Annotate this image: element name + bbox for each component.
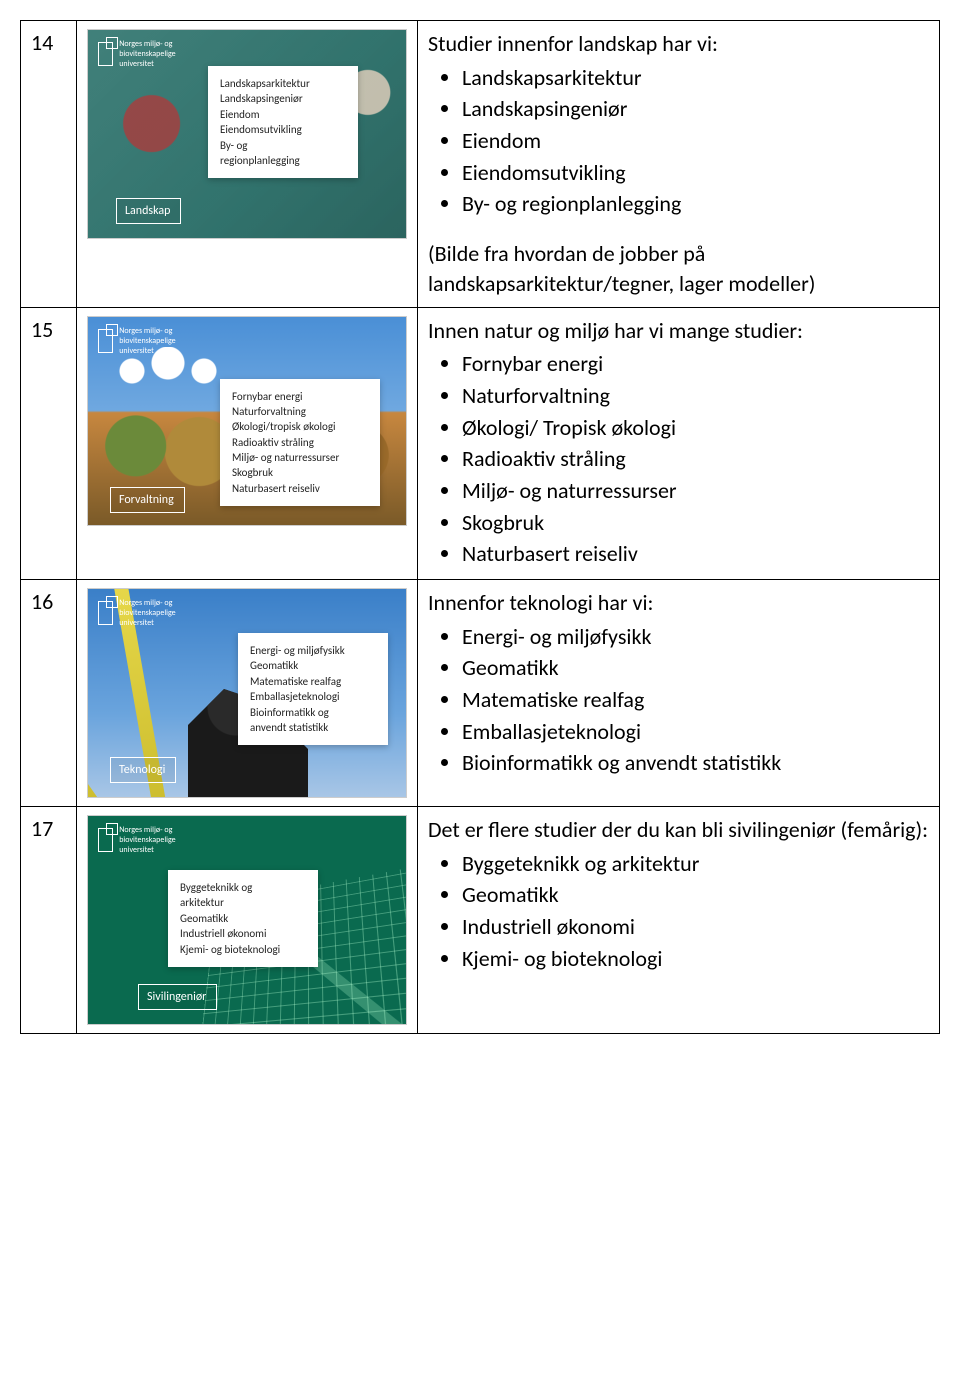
card-line: Miljø- og naturressurser [232,450,368,465]
nmbu-logo: Norges miljø- og biovitenskapelige unive… [98,826,208,854]
list-item: Eiendomsutvikling [462,158,929,188]
slide-card: Fornybar energi Naturforvaltning Økologi… [220,379,380,507]
intro-text: Studier innenfor landskap har vi: [428,29,929,59]
card-line: Geomatikk [180,911,306,926]
card-line: Økologi/tropisk økologi [232,419,368,434]
list-item: Bioinformatikk og anvendt statistikk [462,748,929,778]
card-line: Energi- og miljøfysikk [250,643,376,658]
list-item: Radioaktiv stråling [462,444,929,474]
list-item: Energi- og miljøfysikk [462,622,929,652]
description-cell: Studier innenfor landskap har vi: Landsk… [418,21,940,308]
card-line: regionplanlegging [220,153,346,168]
card-line: anvendt statistikk [250,720,376,735]
card-line: Emballasjeteknologi [250,689,376,704]
slide-tag: Forvaltning [110,487,185,513]
row-number: 17 [21,807,77,1034]
list-item: Miljø- og naturressurser [462,476,929,506]
list-item: Geomatikk [462,880,929,910]
card-line: Matematiske realfag [250,674,376,689]
card-line: Skogbruk [232,465,368,480]
card-line: Geomatikk [250,658,376,673]
card-line: Kjemi- og bioteknologi [180,942,306,957]
list-item: Fornybar energi [462,349,929,379]
table-row: 14 Norges miljø- og biovitenskapelige un… [21,21,940,308]
slide-tag: Sivilingeniør [138,984,217,1010]
intro-text: Det er flere studier der du kan bli sivi… [428,815,929,845]
list-item: Industriell økonomi [462,912,929,942]
logo-text: Norges miljø- og biovitenskapelige unive… [119,598,208,628]
card-line: Industriell økonomi [180,926,306,941]
logo-mark-icon [98,42,113,66]
nmbu-logo: Norges miljø- og biovitenskapelige unive… [98,327,208,355]
list-item: Landskapsarkitektur [462,63,929,93]
slide-thumbnail-cell: Norges miljø- og biovitenskapelige unive… [77,807,418,1034]
card-line: Landskapsarkitektur [220,76,346,91]
table-row: 16 Norges miljø- og biovitenskapelige un… [21,580,940,807]
slide-thumbnail: Norges miljø- og biovitenskapelige unive… [87,316,407,526]
table-row: 15 Norges miljø- og biovitenskapelige un… [21,307,940,580]
card-line: Eiendomsutvikling [220,122,346,137]
card-line: Naturbasert reiseliv [232,481,368,496]
logo-mark-icon [98,828,113,852]
list-item: Emballasjeteknologi [462,717,929,747]
logo-text: Norges miljø- og biovitenskapelige unive… [119,326,208,356]
card-line: By- og [220,138,346,153]
card-line: Bioinformatikk og [250,705,376,720]
slide-thumbnail: Norges miljø- og biovitenskapelige unive… [87,815,407,1025]
description-cell: Innen natur og miljø har vi mange studie… [418,307,940,580]
logo-mark-icon [98,601,113,625]
logo-mark-icon [98,329,113,353]
list-item: Eiendom [462,126,929,156]
card-line: Fornybar energi [232,389,368,404]
list-item: Naturbasert reiseliv [462,539,929,569]
card-line: Eiendom [220,107,346,122]
list-item: Byggeteknikk og arkitektur [462,849,929,879]
list-item: Geomatikk [462,653,929,683]
slide-thumbnail: Norges miljø- og biovitenskapelige unive… [87,588,407,798]
list-item: Landskapsingeniør [462,94,929,124]
list-item: By- og regionplanlegging [462,189,929,219]
list-item: Matematiske realfag [462,685,929,715]
slide-thumbnail-cell: Norges miljø- og biovitenskapelige unive… [77,21,418,308]
row-number: 14 [21,21,77,308]
card-line: arkitektur [180,895,306,910]
note-text: (Bilde fra hvordan de jobber på landskap… [428,239,929,298]
slide-tag: Teknologi [110,757,176,783]
slide-card: Byggeteknikk og arkitektur Geomatikk Ind… [168,870,318,967]
logo-text: Norges miljø- og biovitenskapelige unive… [119,39,208,69]
nmbu-logo: Norges miljø- og biovitenskapelige unive… [98,40,208,68]
logo-text: Norges miljø- og biovitenskapelige unive… [119,825,208,855]
description-cell: Det er flere studier der du kan bli sivi… [418,807,940,1034]
card-line: Radioaktiv stråling [232,435,368,450]
bullet-list: Byggeteknikk og arkitektur Geomatikk Ind… [462,849,929,974]
row-number: 16 [21,580,77,807]
table-row: 17 Norges miljø- og biovitenskapelige un… [21,807,940,1034]
bullet-list: Energi- og miljøfysikk Geomatikk Matemat… [462,622,929,778]
card-line: Byggeteknikk og [180,880,306,895]
list-item: Kjemi- og bioteknologi [462,944,929,974]
slide-thumbnail-cell: Norges miljø- og biovitenskapelige unive… [77,307,418,580]
slide-card: Energi- og miljøfysikk Geomatikk Matemat… [238,633,388,745]
list-item: Naturforvaltning [462,381,929,411]
card-line: Landskapsingeniør [220,91,346,106]
card-line: Naturforvaltning [232,404,368,419]
nmbu-logo: Norges miljø- og biovitenskapelige unive… [98,599,208,627]
list-item: Økologi/ Tropisk økologi [462,413,929,443]
document-table: 14 Norges miljø- og biovitenskapelige un… [20,20,940,1034]
bullet-list: Landskapsarkitektur Landskapsingeniør Ei… [462,63,929,219]
slide-thumbnail: Norges miljø- og biovitenskapelige unive… [87,29,407,239]
intro-text: Innenfor teknologi har vi: [428,588,929,618]
slide-card: Landskapsarkitektur Landskapsingeniør Ei… [208,66,358,178]
intro-text: Innen natur og miljø har vi mange studie… [428,316,929,346]
slide-tag: Landskap [116,198,181,224]
bullet-list: Fornybar energi Naturforvaltning Økologi… [462,349,929,569]
list-item: Skogbruk [462,508,929,538]
row-number: 15 [21,307,77,580]
slide-thumbnail-cell: Norges miljø- og biovitenskapelige unive… [77,580,418,807]
description-cell: Innenfor teknologi har vi: Energi- og mi… [418,580,940,807]
